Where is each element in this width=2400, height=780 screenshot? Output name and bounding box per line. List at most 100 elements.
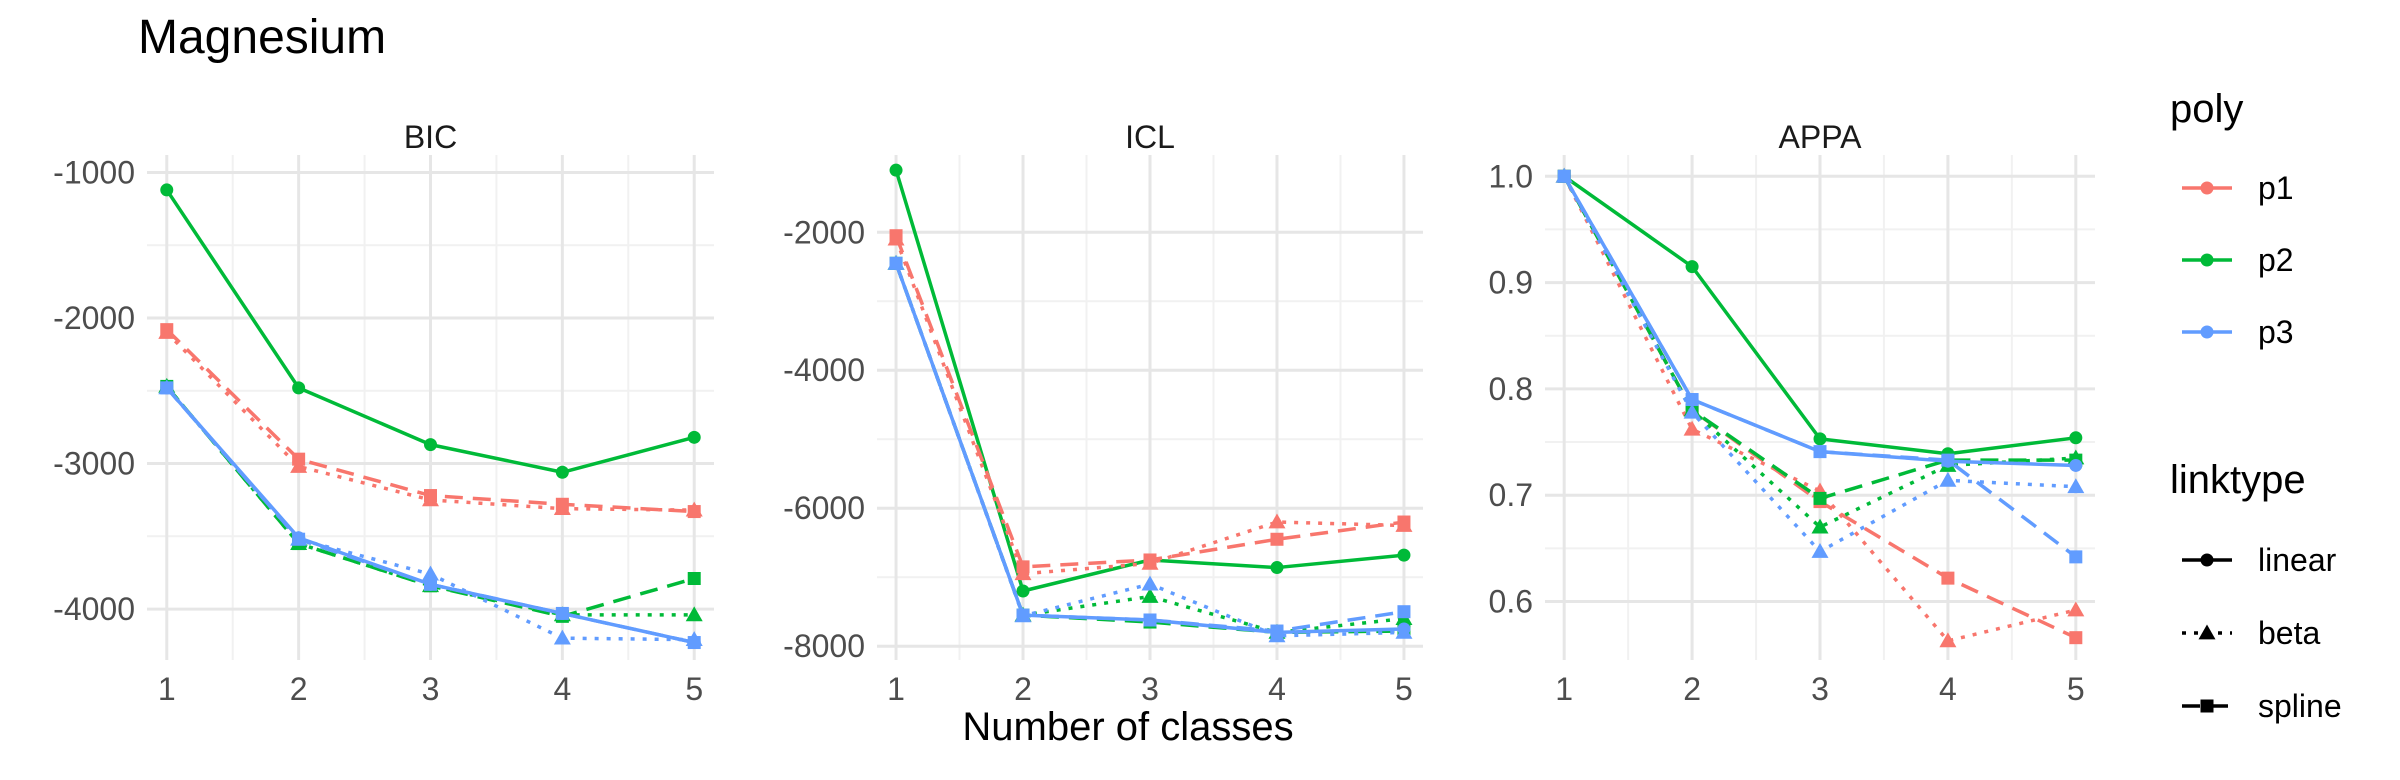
data-point bbox=[555, 606, 569, 620]
panel-title: ICL bbox=[1125, 119, 1175, 155]
x-tick-label: 1 bbox=[1555, 671, 1573, 707]
data-point bbox=[1270, 561, 1284, 575]
legend-key-marker bbox=[2200, 253, 2214, 267]
data-point bbox=[1813, 432, 1827, 446]
data-point bbox=[1143, 613, 1157, 627]
y-tick-label: 0.9 bbox=[1489, 265, 1533, 301]
data-point bbox=[1939, 471, 1957, 487]
y-tick-label: -4000 bbox=[783, 352, 865, 388]
data-point bbox=[687, 572, 701, 586]
legend-item-p1: p1 bbox=[2182, 170, 2294, 206]
data-point bbox=[422, 565, 439, 581]
data-point bbox=[2069, 458, 2083, 472]
legend-label: linear bbox=[2258, 542, 2337, 578]
data-point bbox=[1683, 420, 1701, 436]
data-point bbox=[1941, 453, 1955, 467]
data-point bbox=[1268, 513, 1286, 529]
legend-key-marker bbox=[2200, 699, 2214, 713]
data-point bbox=[1395, 623, 1413, 639]
y-tick-label: 1.0 bbox=[1489, 158, 1533, 194]
x-tick-label: 1 bbox=[158, 671, 176, 707]
data-point bbox=[1016, 608, 1030, 622]
x-tick-label: 2 bbox=[1683, 671, 1701, 707]
data-point bbox=[1016, 584, 1030, 598]
legend-key-marker bbox=[2200, 325, 2214, 339]
data-point bbox=[687, 636, 701, 650]
y-tick-label: 0.7 bbox=[1489, 477, 1533, 513]
data-point bbox=[889, 256, 903, 270]
y-tick-label: -2000 bbox=[783, 214, 865, 250]
data-point bbox=[1397, 605, 1411, 619]
data-point bbox=[2069, 550, 2083, 564]
y-tick-label: -8000 bbox=[783, 628, 865, 664]
data-point bbox=[160, 381, 174, 395]
data-point bbox=[555, 497, 569, 511]
data-point bbox=[1270, 624, 1284, 638]
legend-key-marker bbox=[2198, 624, 2216, 640]
series-line bbox=[894, 238, 1405, 576]
legend-label: p2 bbox=[2258, 242, 2294, 278]
data-point bbox=[1685, 260, 1699, 274]
legend-item-beta: beta bbox=[2182, 615, 2320, 651]
data-point bbox=[2067, 478, 2085, 494]
legend-label: p3 bbox=[2258, 314, 2294, 350]
y-tick-label: -3000 bbox=[53, 446, 135, 482]
data-point bbox=[2067, 601, 2085, 617]
data-point bbox=[1397, 515, 1411, 529]
data-point bbox=[687, 505, 701, 519]
data-point bbox=[2069, 431, 2083, 445]
data-point bbox=[1813, 491, 1827, 505]
series-p3-spline bbox=[160, 381, 701, 650]
x-tick-label: 4 bbox=[1939, 671, 1957, 707]
data-point bbox=[555, 465, 569, 479]
panel-icl: ICL 1 2 3 4 5 -2000 -4000 -6000 -8000 bbox=[783, 119, 1423, 707]
x-axis-label: Number of classes bbox=[962, 705, 1294, 749]
x-tick-label: 5 bbox=[2067, 671, 2085, 707]
legend: poly p1 p2 p3 linktype linear beta spline bbox=[2170, 87, 2342, 724]
chart-title: Magnesium bbox=[138, 11, 387, 64]
data-point bbox=[1939, 632, 1957, 648]
legend-item-p2: p2 bbox=[2182, 242, 2294, 278]
y-tick-label: -2000 bbox=[53, 300, 135, 336]
x-tick-label: 3 bbox=[1811, 671, 1829, 707]
legend-item-spline: spline bbox=[2182, 688, 2342, 724]
data-point bbox=[1016, 560, 1030, 574]
data-point bbox=[292, 381, 306, 395]
data-point bbox=[1811, 518, 1829, 534]
data-point bbox=[685, 606, 703, 622]
data-point bbox=[424, 577, 437, 591]
legend-item-linear: linear bbox=[2182, 542, 2337, 578]
x-tick-label: 2 bbox=[290, 671, 308, 707]
data-point bbox=[1813, 445, 1827, 459]
legend-title-poly: poly bbox=[2170, 87, 2243, 131]
data-point bbox=[292, 532, 306, 546]
x-tick-label: 5 bbox=[685, 671, 703, 707]
series-p1-spline bbox=[160, 323, 701, 519]
data-point bbox=[553, 629, 571, 645]
data-point bbox=[292, 452, 306, 466]
y-tick-label: -6000 bbox=[783, 490, 865, 526]
y-tick-label: 0.6 bbox=[1489, 584, 1533, 620]
legend-title-linktype: linktype bbox=[2170, 458, 2306, 502]
legend-label: p1 bbox=[2258, 170, 2294, 206]
data-point bbox=[424, 438, 437, 452]
data-point bbox=[160, 183, 174, 197]
panel-appa: APPA 1 2 3 4 5 1.0 0.9 0.8 0.7 0.6 bbox=[1489, 119, 2095, 707]
legend-key-marker bbox=[2200, 181, 2214, 195]
data-point bbox=[160, 323, 174, 337]
y-tick-label: -1000 bbox=[53, 154, 135, 190]
data-point bbox=[1397, 548, 1411, 562]
data-point bbox=[1141, 588, 1159, 603]
data-point bbox=[424, 489, 437, 503]
series-p3-spline bbox=[889, 256, 1411, 638]
data-point bbox=[889, 229, 903, 243]
data-point bbox=[2069, 631, 2083, 645]
data-point bbox=[1557, 169, 1571, 183]
data-point bbox=[1683, 403, 1701, 419]
data-point bbox=[889, 163, 903, 177]
x-tick-label: 5 bbox=[1395, 671, 1413, 707]
series-p2-linear bbox=[160, 183, 701, 479]
data-point bbox=[1685, 393, 1699, 407]
